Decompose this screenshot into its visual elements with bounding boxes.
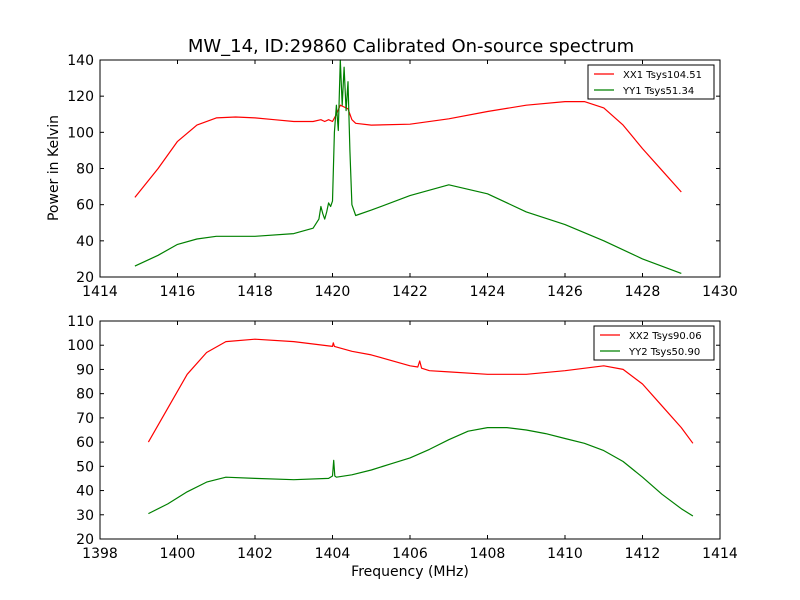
series-line-2-1 xyxy=(147,338,694,444)
series-line-1-2 xyxy=(134,59,682,274)
y-tick-label: 40 xyxy=(76,234,94,250)
legend-box xyxy=(593,325,715,361)
y-tick-label: 50 xyxy=(76,459,94,475)
x-tick-label: 1420 xyxy=(315,284,351,300)
y-tick-label: 30 xyxy=(76,508,94,524)
top-subplot: 1414 1416 1418 1420 1422 1424 1426 1428 1430 20 40… xyxy=(67,53,738,300)
legend: XX1 Tsys104.51 YY1 Tsys51.34 xyxy=(587,64,715,100)
x-tick-label: 1414 xyxy=(82,284,118,300)
y-tick-label: 60 xyxy=(76,198,94,214)
y-tick-label: 20 xyxy=(76,270,94,286)
y-tick-label: 60 xyxy=(76,435,94,451)
legend-label: YY2 Tsys50.90 xyxy=(628,347,700,358)
x-tick-label: 1424 xyxy=(470,284,506,300)
x-tick-label: 1410 xyxy=(547,546,583,562)
y-tick-label: 110 xyxy=(67,314,94,330)
y-tick-label: 80 xyxy=(76,162,94,178)
x-tick-label: 1426 xyxy=(547,284,583,300)
x-tick-label: 1412 xyxy=(625,546,661,562)
y-tick-label: 140 xyxy=(67,53,94,69)
y-tick-label: 120 xyxy=(67,89,94,105)
x-tick-label: 1422 xyxy=(392,284,428,300)
y-axis-label: Power in Kelvin xyxy=(46,115,62,221)
x-tick-label: 1428 xyxy=(625,284,661,300)
series-line-1-1 xyxy=(134,101,682,198)
x-tick-label: 1430 xyxy=(702,284,738,300)
x-tick-label: 1406 xyxy=(392,546,428,562)
x-tick-label: 1418 xyxy=(237,284,273,300)
x-axis-label: Frequency (MHz) xyxy=(351,564,469,580)
y-tick-label: 80 xyxy=(76,387,94,403)
y-tick-label: 90 xyxy=(76,362,94,378)
y-tick-label: 100 xyxy=(67,125,94,141)
x-tick-label: 1402 xyxy=(237,546,273,562)
x-tick-label: 1408 xyxy=(470,546,506,562)
series-line-2-2 xyxy=(148,427,694,517)
bottom-subplot: 1398 1400 1402 1404 1406 1408 1410 1412 1414 20 30… xyxy=(67,314,738,562)
y-tick-label: 20 xyxy=(76,532,94,548)
y-tick-label: 40 xyxy=(76,484,94,500)
legend-label: XX2 Tsys90.06 xyxy=(629,331,702,342)
x-tick-label: 1400 xyxy=(160,546,196,562)
legend-label: XX1 Tsys104.51 xyxy=(623,70,702,81)
x-tick-label: 1416 xyxy=(160,284,196,300)
figure-title: MW_14, ID:29860 Calibrated On-source spe… xyxy=(188,36,634,57)
x-tick-label: 1404 xyxy=(315,546,351,562)
y-tick-label: 100 xyxy=(67,338,94,354)
legend-box xyxy=(587,64,715,100)
x-tick-label: 1414 xyxy=(702,546,738,562)
y-tick-label: 70 xyxy=(76,411,94,427)
x-tick-label: 1398 xyxy=(82,546,118,562)
legend-label: YY1 Tsys51.34 xyxy=(622,86,694,97)
legend: XX2 Tsys90.06 YY2 Tsys50.90 xyxy=(593,325,715,361)
